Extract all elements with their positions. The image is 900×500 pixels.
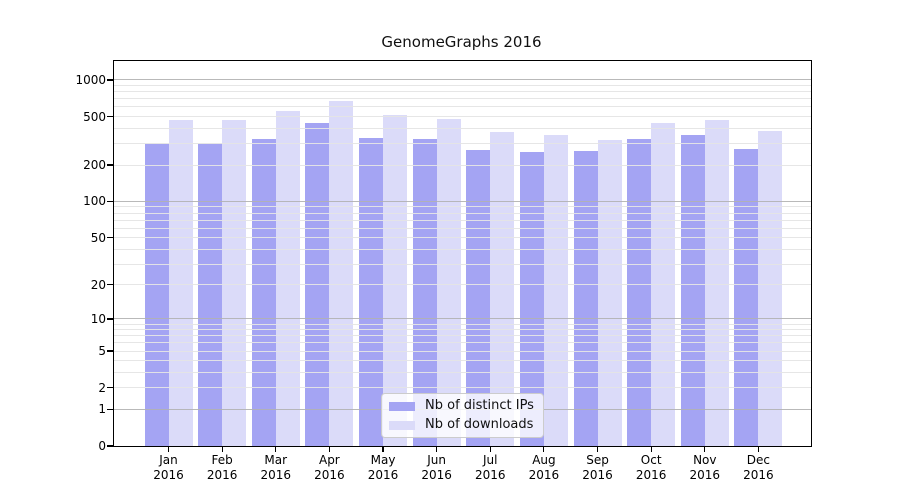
bar-distinct-ips — [627, 139, 652, 446]
x-tick-label: Aug 2016 — [528, 453, 560, 482]
bar-downloads — [275, 111, 300, 446]
x-tick-mark — [596, 446, 599, 452]
y-tick-label: 2 — [98, 380, 106, 395]
x-tick-mark — [328, 446, 330, 452]
y-tick-label: 200 — [83, 158, 106, 172]
y-tick-label: 50 — [90, 230, 106, 245]
bar-downloads — [436, 119, 461, 446]
y-tick-mark — [107, 79, 113, 81]
bar-distinct-ips — [573, 151, 598, 446]
x-tick-label: Jun 2016 — [421, 453, 452, 482]
bar-downloads — [222, 120, 247, 446]
y-tick-label: 100 — [83, 194, 106, 209]
y-tick-label: 500 — [83, 109, 106, 124]
x-tick-mark — [543, 446, 545, 452]
x-tick-mark — [436, 446, 438, 452]
bar-distinct-ips — [144, 143, 169, 446]
x-tick-mark — [221, 446, 223, 452]
bar-downloads — [597, 140, 622, 446]
y-tick-label: 20 — [90, 277, 106, 292]
y-tick-mark — [107, 284, 113, 286]
x-tick-label: Mar 2016 — [260, 453, 292, 482]
legend-entry-distinct-ips: Nb of distinct IPs — [389, 399, 543, 413]
bar-distinct-ips — [359, 137, 384, 446]
y-tick-mark — [107, 116, 113, 118]
x-tick-label: Feb 2016 — [206, 453, 238, 482]
x-tick-label: Jul 2016 — [474, 453, 506, 482]
y-tick-mark — [107, 318, 113, 320]
bar-downloads — [383, 115, 408, 446]
x-tick-mark — [704, 446, 706, 452]
x-tick-mark — [650, 446, 652, 452]
y-tick-mark — [107, 200, 113, 203]
x-tick-mark — [167, 446, 170, 452]
y-tick-mark — [107, 408, 113, 410]
y-tick-mark — [107, 164, 113, 166]
x-tick-mark — [489, 446, 491, 452]
x-tick-label: Sep 2016 — [582, 453, 613, 482]
x-tick-label: Nov 2016 — [689, 453, 721, 482]
x-tick-label: Dec 2016 — [743, 453, 774, 482]
y-tick-label: 5 — [98, 344, 106, 359]
bar-downloads — [758, 131, 783, 446]
y-tick-label: 0 — [98, 439, 106, 453]
legend-entry-downloads: Nb of downloads — [389, 418, 543, 432]
y-tick-mark — [107, 445, 113, 447]
y-tick-label: 1 — [98, 402, 106, 417]
x-tick-mark — [382, 446, 384, 452]
bar-downloads — [329, 101, 354, 446]
bar-distinct-ips — [305, 123, 330, 446]
bar-downloads — [704, 119, 729, 446]
x-tick-label: May 2016 — [367, 453, 399, 482]
y-tick-mark — [107, 350, 113, 352]
legend-label-downloads: Nb of downloads — [425, 417, 534, 432]
legend-swatch-distinct-ips — [389, 401, 415, 411]
y-tick-mark — [107, 387, 113, 389]
y-tick-label: 1000 — [75, 72, 106, 87]
plot-area: Nb of distinct IPs Nb of downloads 0 1 2 5 1… — [75, 60, 812, 482]
bar-distinct-ips — [251, 138, 276, 446]
y-tick-label: 10 — [90, 311, 106, 326]
chart-title: GenomeGraphs 2016 — [381, 33, 542, 51]
bar-downloads — [651, 123, 676, 446]
x-tick-mark — [275, 446, 277, 452]
bar-downloads — [543, 135, 568, 446]
bars-layer — [114, 61, 811, 446]
legend-swatch-downloads — [389, 420, 415, 430]
bar-distinct-ips — [198, 143, 223, 446]
x-tick-mark — [757, 446, 760, 452]
bar-distinct-ips — [680, 134, 705, 446]
y-tick-mark — [107, 237, 113, 239]
x-tick-label: Apr 2016 — [314, 453, 345, 482]
legend-label-distinct-ips: Nb of distinct IPs — [425, 398, 534, 413]
bar-downloads — [168, 120, 193, 446]
x-tick-label: Oct 2016 — [635, 453, 667, 482]
legend: Nb of distinct IPs Nb of downloads — [381, 393, 544, 438]
bar-distinct-ips — [734, 149, 759, 446]
x-tick-label: Jan 2016 — [153, 453, 184, 482]
